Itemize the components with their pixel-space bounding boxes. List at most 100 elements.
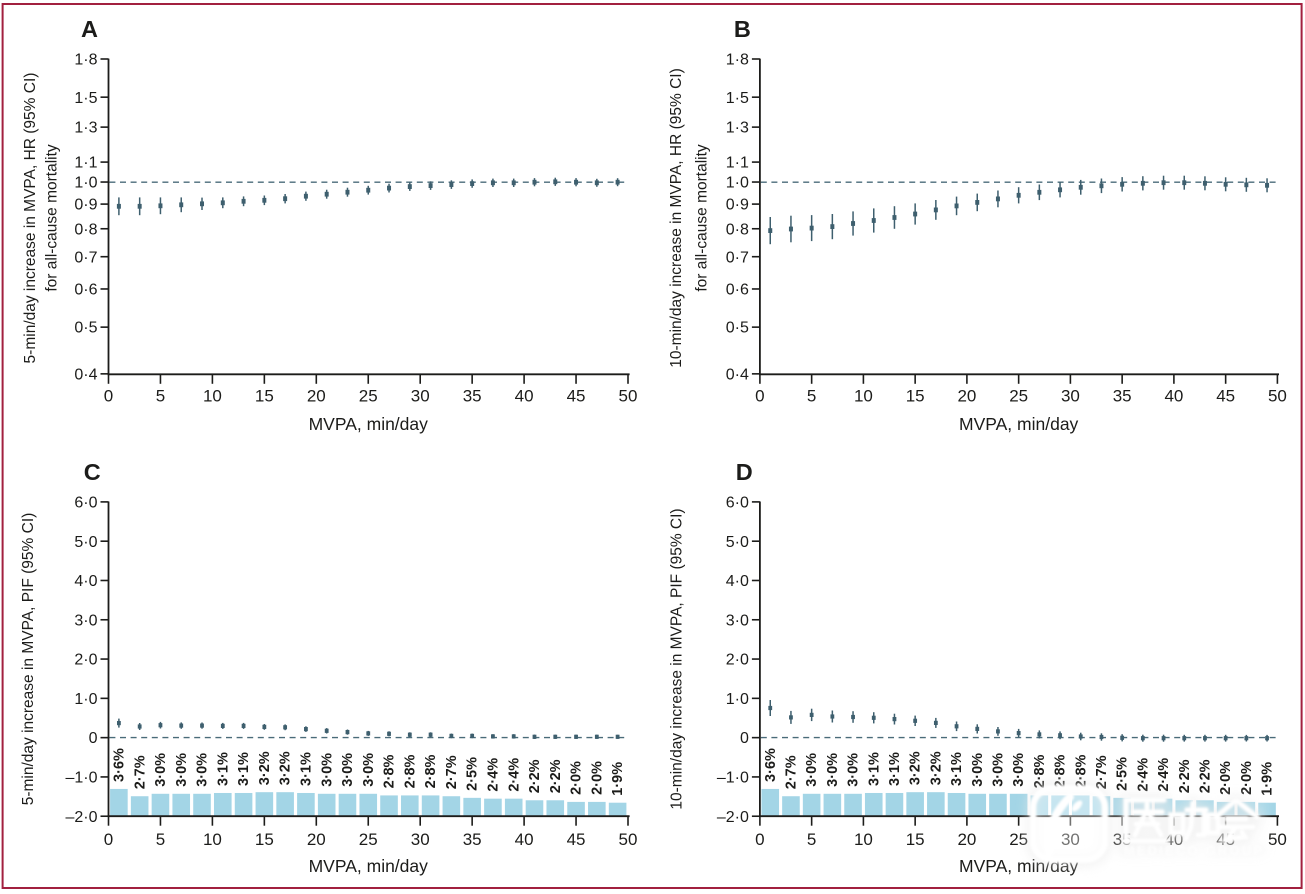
svg-text:0: 0 [755,830,764,849]
svg-text:50: 50 [619,830,638,849]
svg-text:40: 40 [515,387,534,406]
svg-text:40: 40 [1164,387,1183,406]
svg-text:3·1%: 3·1% [299,752,315,786]
svg-text:1·5: 1·5 [74,90,97,107]
svg-text:20: 20 [957,387,976,406]
svg-text:0·8: 0·8 [74,221,97,238]
svg-text:1·0: 1·0 [726,691,749,708]
svg-text:15: 15 [255,830,274,849]
svg-text:15: 15 [255,387,274,406]
svg-text:0·6: 0·6 [74,282,97,299]
svg-text:2·2%: 2·2% [1198,759,1214,793]
svg-text:50: 50 [1268,387,1287,406]
svg-text:35: 35 [463,830,482,849]
svg-text:2·8%: 2·8% [1073,754,1089,788]
svg-text:1·3: 1·3 [74,120,97,137]
svg-text:2·0: 2·0 [726,652,749,669]
svg-text:3·0%: 3·0% [991,753,1007,787]
svg-text:1·3: 1·3 [726,120,749,137]
svg-text:3·2%: 3·2% [257,751,273,785]
svg-text:2·2%: 2·2% [1177,759,1193,793]
svg-text:MVPA, min/day: MVPA, min/day [309,414,429,434]
svg-text:3·1%: 3·1% [887,752,903,786]
svg-text:5: 5 [807,830,816,849]
svg-text:5·0: 5·0 [74,534,97,551]
svg-text:1·8: 1·8 [74,52,97,69]
svg-text:3·2%: 3·2% [908,751,924,785]
svg-text:for all-cause mortality: for all-cause mortality [693,144,710,292]
svg-text:20: 20 [307,387,326,406]
svg-text:25: 25 [359,830,378,849]
svg-text:2·4%: 2·4% [1135,758,1151,792]
svg-text:2·4%: 2·4% [1156,758,1172,792]
svg-text:20: 20 [957,830,976,849]
svg-text:10-min/day increase in MVPA, P: 10-min/day increase in MVPA, PIF (95% CI… [668,508,685,809]
svg-text:3·1%: 3·1% [236,752,252,786]
svg-text:4·0: 4·0 [726,573,749,590]
svg-text:3·1%: 3·1% [215,752,231,786]
svg-text:2·5%: 2·5% [465,757,481,791]
svg-text:2·0%: 2·0% [569,761,585,795]
svg-text:2·7%: 2·7% [444,755,460,789]
svg-text:–1·0: –1·0 [717,770,749,787]
svg-text:1·9%: 1·9% [1260,762,1276,796]
svg-text:5-min/day increase in MVPA, HR: 5-min/day increase in MVPA, HR (95% CI) [22,73,39,364]
svg-text:5-min/day increase in MVPA, PI: 5-min/day increase in MVPA, PIF (95% CI) [20,513,37,806]
svg-text:0·4: 0·4 [74,366,97,383]
svg-text:3·6%: 3·6% [111,748,127,782]
svg-text:20: 20 [307,830,326,849]
svg-text:3·0%: 3·0% [846,753,862,787]
svg-text:25: 25 [359,387,378,406]
svg-text:3·0: 3·0 [74,612,97,629]
svg-text:0: 0 [755,387,764,406]
svg-text:3·0%: 3·0% [804,753,820,787]
svg-text:2·7%: 2·7% [132,755,148,789]
svg-text:2·7%: 2·7% [1094,755,1110,789]
svg-text:15: 15 [906,830,925,849]
svg-text:MVPA, min/day: MVPA, min/day [309,856,429,876]
svg-text:3·0%: 3·0% [970,753,986,787]
svg-text:3·0%: 3·0% [319,753,335,787]
svg-text:1·0: 1·0 [726,175,749,192]
svg-text:3·0%: 3·0% [195,753,211,787]
svg-text:1·1: 1·1 [726,155,749,172]
svg-text:0: 0 [740,730,749,747]
svg-text:40: 40 [515,830,534,849]
svg-text:45: 45 [1216,387,1235,406]
svg-text:25: 25 [1009,387,1028,406]
svg-text:2·2%: 2·2% [548,759,564,793]
svg-text:5: 5 [156,830,165,849]
svg-text:3·0%: 3·0% [153,753,169,787]
svg-text:30: 30 [411,830,430,849]
svg-text:2·8%: 2·8% [382,754,398,788]
svg-text:3·0%: 3·0% [174,753,190,787]
svg-text:25: 25 [1009,830,1028,849]
svg-text:3·0%: 3·0% [361,753,377,787]
svg-text:1·5: 1·5 [726,90,749,107]
svg-text:10: 10 [854,387,873,406]
svg-text:0·5: 0·5 [726,320,749,337]
svg-text:0·9: 0·9 [74,197,97,214]
svg-text:35: 35 [1113,387,1132,406]
svg-text:2·8%: 2·8% [402,754,418,788]
svg-text:10: 10 [203,387,222,406]
svg-text:3·0%: 3·0% [340,753,356,787]
svg-text:6·0: 6·0 [74,495,97,512]
svg-text:10: 10 [854,830,873,849]
svg-text:10-min/day increase in MVPA, H: 10-min/day increase in MVPA, HR (95% CI) [668,68,685,367]
svg-text:0·4: 0·4 [726,366,749,383]
svg-text:0·8: 0·8 [726,221,749,238]
svg-text:1·0: 1·0 [74,691,97,708]
svg-text:MEDIECO GROUP: MEDIECO GROUP [1124,843,1265,858]
svg-text:0: 0 [104,830,113,849]
svg-text:3·6%: 3·6% [763,748,779,782]
svg-text:0: 0 [104,387,113,406]
svg-text:A: A [81,16,98,42]
svg-text:45: 45 [567,830,586,849]
svg-text:3·0: 3·0 [726,612,749,629]
svg-text:10: 10 [203,830,222,849]
svg-text:30: 30 [411,387,430,406]
svg-text:–2·0: –2·0 [717,809,749,826]
svg-text:6·0: 6·0 [726,495,749,512]
svg-text:0·7: 0·7 [74,249,97,266]
